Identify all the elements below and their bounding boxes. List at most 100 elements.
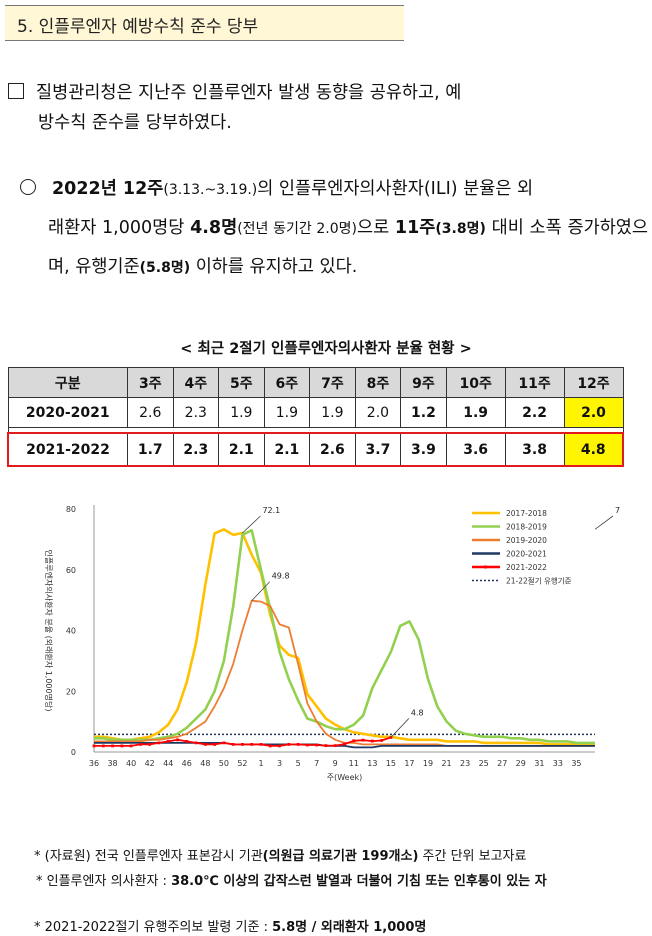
x-tick-label: 33: [553, 759, 563, 768]
table-cell: 3.7: [354, 432, 402, 467]
text-run: 래환자 1,000명당: [48, 218, 191, 238]
text-run: 의 인플루엔자의사환자(ILI) 분율은 외: [257, 179, 534, 199]
spacer-cell: [7, 427, 624, 433]
x-tick-label: 52: [237, 759, 247, 768]
header-cell: 5주: [218, 367, 265, 398]
table-row: 2020-2021 2.6 2.3 1.9 1.9 1.9 2.0 1.2 1.…: [7, 397, 624, 428]
text-run: 11주: [394, 218, 436, 238]
text-run: 방수칙 준수를 당부하였다.: [38, 113, 232, 133]
series-line-2020-2021: [94, 741, 595, 749]
header-cell: 4주: [172, 367, 220, 398]
header-cell: 6주: [263, 367, 311, 398]
table-cell: 2021-2022: [7, 432, 128, 467]
series-point-2021-2022: [296, 743, 300, 746]
y-tick-label: 40: [66, 627, 76, 636]
table-cell: 2.6: [309, 432, 356, 467]
series-point-2021-2022: [287, 743, 291, 746]
x-tick-label: 17: [404, 759, 414, 768]
text-run: * 인플루엔자 의사환자 :: [36, 874, 172, 889]
annotation-label: 73.3: [615, 506, 620, 515]
legend-label: 2021-2022: [506, 563, 547, 572]
series-point-2021-2022: [129, 744, 133, 748]
y-tick-label: 80: [66, 505, 76, 514]
text-run: (3.8명): [435, 221, 486, 237]
table-cell: 2.2: [504, 397, 565, 428]
x-tick-label: 40: [126, 759, 136, 768]
x-tick-label: 15: [386, 759, 396, 768]
header-cell: 8주: [354, 367, 402, 398]
circle-bullet-icon: [20, 179, 36, 195]
square-bullet-icon: [8, 83, 24, 99]
series-point-2021-2022: [111, 744, 114, 748]
intro-paragraph: 질병관리청은 지난주 인플루엔자 발생 동향을 공유하고, 예 방수칙 준수를 …: [8, 78, 648, 138]
annotation-label: 49.8: [272, 572, 290, 581]
header-cell: 11주: [504, 367, 565, 398]
x-tick-label: 44: [163, 759, 173, 768]
header-cell: 10주: [445, 367, 506, 398]
table-cell: 3.6: [445, 432, 506, 467]
x-tick-label: 29: [516, 759, 526, 768]
note-threshold: * 2021-2022절기 유행주의보 발령 기준 : 5.8명 / 외래환자 …: [34, 916, 426, 935]
series-point-2021-2022: [92, 744, 96, 748]
series-point-2021-2022: [361, 738, 365, 742]
x-tick-label: 42: [145, 759, 155, 768]
table-cell: 2.0: [563, 397, 624, 428]
summary-paragraph: 2022년 12주(3.13.~3.19.)의 인플루엔자의사환자(ILI) 분…: [20, 170, 648, 287]
x-axis-title: 주(Week): [327, 773, 363, 782]
x-tick-label: 48: [200, 759, 210, 768]
table-cell: 2.1: [218, 432, 265, 467]
text-run: 질병관리청은: [36, 83, 139, 103]
text-run: (의원급 의료기관 199개소): [262, 849, 419, 864]
text-run: 2022년 12주: [52, 179, 164, 199]
x-tick-label: 36: [89, 759, 99, 768]
text-run: * (자료원) 전국 인플루엔자 표본감시 기관: [34, 849, 263, 864]
x-tick-label: 27: [497, 759, 507, 768]
table-cell: 1.7: [127, 432, 174, 467]
ili-rate-table: 구분 3주 4주 5주 6주 7주 8주 9주 10주 11주 12주 2020…: [7, 367, 624, 467]
x-tick-label: 7: [314, 759, 319, 768]
table-cell: 4.8: [563, 432, 624, 467]
y-tick-label: 20: [66, 687, 76, 696]
series-point-2021-2022: [148, 743, 152, 746]
legend-label: 2020-2021: [506, 550, 547, 559]
section-header: 5. 인플루엔자 예방수칙 준수 당부: [5, 5, 404, 41]
x-tick-label: 31: [534, 759, 544, 768]
table-caption: < 최근 2절기 인플루엔자의사환자 분율 현황 >: [180, 341, 472, 357]
table-cell: 1.9: [218, 397, 265, 428]
text-run: 38.0℃ 이상의 갑작스런 발열과 더불어 기침 또는 인후통이 있는 자: [171, 874, 547, 889]
series-point-2021-2022: [203, 743, 207, 746]
legend-label: 2018-2019: [506, 523, 547, 532]
header-cell: 7주: [309, 367, 356, 398]
header-cell: 구분: [7, 367, 128, 398]
annotation-leader: [242, 515, 261, 534]
annotation-leader: [251, 581, 271, 602]
legend-marker: [484, 565, 487, 569]
text-run: * 2021-2022절기 유행주의보 발령 기준 :: [34, 920, 273, 935]
x-tick-label: 23: [460, 759, 470, 768]
x-tick-label: 19: [423, 759, 433, 768]
series-point-2021-2022: [250, 743, 254, 746]
text-run: 으로: [356, 218, 395, 238]
series-point-2021-2022: [231, 743, 235, 746]
table-cell: 1.2: [400, 397, 447, 428]
legend-label: 2019-2020: [506, 536, 547, 545]
series-point-2021-2022: [305, 743, 309, 747]
y-tick-label: 60: [66, 566, 76, 575]
series-point-2021-2022: [343, 742, 346, 746]
series-point-2021-2022: [222, 741, 226, 745]
table-cell: 3.9: [400, 432, 447, 467]
note-definition: * 인플루엔자 의사환자 : 38.0℃ 이상의 갑작스런 발열과 더불어 기침…: [36, 870, 648, 889]
annotation-leader: [594, 515, 614, 530]
text-run: (5.8명): [139, 260, 191, 276]
text-run: 예: [439, 83, 462, 103]
series-line-2018-2019: [94, 528, 595, 745]
text-run: (3.13.~3.19.): [163, 182, 258, 198]
table-spacer: [7, 427, 624, 433]
table-cell: 2020-2021: [7, 397, 128, 428]
series-point-2021-2022: [213, 743, 217, 746]
legend-label: 2017-2018: [506, 509, 547, 518]
x-tick-label: 5: [296, 759, 301, 768]
legend-label: 21-22절기 유행기준: [506, 576, 572, 586]
x-tick-label: 9: [333, 759, 338, 768]
